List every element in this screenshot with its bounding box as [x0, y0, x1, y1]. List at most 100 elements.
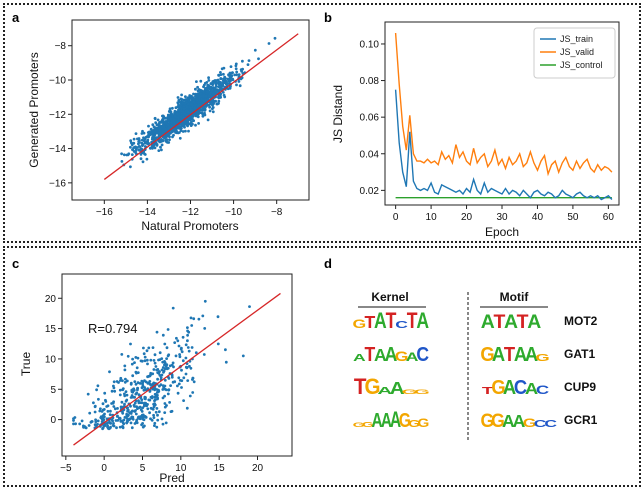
panel-a-point: [150, 129, 154, 132]
panel-a-point: [221, 82, 225, 86]
panel-a-point: [182, 105, 186, 108]
panel-c-point: [126, 406, 129, 410]
panel-a-point: [148, 130, 151, 134]
panel-c-point: [186, 333, 190, 337]
panel-a-point: [187, 129, 190, 133]
panel-a-point: [199, 111, 202, 114]
panel-c-point: [110, 402, 113, 405]
panel-c-point: [103, 422, 107, 426]
panel-c-point: [177, 376, 181, 380]
motif-logo-letter: A: [513, 411, 526, 431]
panel-a-point: [214, 91, 218, 95]
kernel-logo-letter: C: [395, 320, 408, 331]
kernel-logo-letter: A: [372, 409, 383, 431]
panel-c-point: [121, 425, 124, 428]
panel-c-point: [160, 417, 164, 421]
panel-a-point: [162, 126, 166, 129]
panel-c-point: [188, 364, 191, 368]
panel-c-point: [88, 411, 92, 415]
panel-c-point: [74, 422, 77, 426]
panel-b-series-js-valid: [394, 32, 613, 177]
panel-a-point: [207, 79, 211, 82]
panel-a-point: [160, 143, 164, 147]
panel-c-point: [174, 354, 178, 358]
panel-c-point: [156, 413, 159, 417]
panel-c-point: [138, 405, 142, 409]
kernel-logo-letter: G: [399, 409, 411, 431]
panel-a-point: [222, 72, 225, 76]
panel-a-point: [171, 119, 175, 123]
panel-a-point: [194, 87, 197, 91]
panel-c-point: [152, 381, 156, 385]
panel-c-point: [154, 365, 158, 368]
panel-c-point: [224, 360, 228, 364]
kernel-logo-letter: G: [408, 418, 420, 430]
panel-c-point: [105, 405, 109, 408]
panel-a-point: [120, 160, 124, 163]
panel-a-point: [168, 138, 171, 142]
panel-c-point: [123, 402, 126, 406]
panel-a-point: [185, 118, 189, 122]
panel-a-ytick-label: −16: [49, 178, 66, 189]
panel-a-point: [159, 145, 162, 149]
panel-c-scatter-chart: c −5 0 5 10 15 20 0 5 10 15 20 R=0.794 Pred True: [12, 256, 293, 485]
panel-a-point: [237, 80, 241, 83]
panel-c-point: [124, 377, 127, 381]
panel-a-point: [155, 123, 159, 127]
panel-a-ytick-label: −14: [49, 144, 66, 155]
panel-a-point: [148, 133, 152, 137]
panel-c-point: [149, 371, 153, 375]
panel-c-xtick-label: 0: [101, 463, 107, 474]
panel-c-point: [169, 410, 173, 413]
panel-a-point: [194, 123, 197, 127]
panel-a-point: [166, 123, 170, 127]
panel-c-point: [152, 359, 156, 362]
panel-c-point: [182, 399, 186, 402]
panel-c-point: [140, 398, 144, 402]
panel-c-point: [181, 359, 185, 363]
panel-c-point: [125, 379, 129, 383]
panel-a-point: [196, 114, 200, 118]
panel-a-point: [234, 64, 238, 68]
motif-logo-letter: A: [492, 344, 505, 366]
panel-a-point: [176, 105, 180, 109]
panel-a-point: [129, 139, 133, 143]
panel-c-point: [142, 352, 146, 356]
panel-a-point: [181, 102, 185, 105]
panel-c-point: [145, 349, 149, 353]
panel-a-point: [196, 85, 200, 89]
panel-c-point: [177, 344, 181, 348]
kernel-logo-letter: A: [374, 309, 387, 333]
panel-a-point: [131, 148, 135, 152]
panel-c-point: [123, 368, 127, 372]
panel-a-point: [220, 67, 224, 71]
panel-c-point: [157, 358, 160, 362]
panel-c-point: [156, 377, 160, 381]
panel-c-point: [117, 416, 121, 420]
panel-c-point: [72, 422, 75, 426]
panel-c-point: [151, 407, 154, 411]
panel-a-point: [153, 146, 157, 150]
panel-a-point: [147, 124, 150, 128]
panel-a-point: [195, 95, 199, 98]
panel-c-point: [149, 383, 153, 387]
panel-a-point: [180, 98, 184, 101]
panel-b-xtick-label: 0: [393, 212, 399, 223]
panel-c-point: [121, 379, 124, 383]
panel-a-point: [240, 69, 244, 73]
motif-logo-letter: A: [481, 312, 495, 333]
panel-a-point: [182, 124, 186, 128]
panel-a-point: [246, 63, 250, 66]
panel-c-point: [158, 384, 161, 388]
panel-c-point: [130, 362, 134, 366]
panel-c-point: [155, 330, 159, 334]
panel-c-point: [127, 418, 131, 422]
panel-a-point: [181, 130, 185, 133]
panel-c-point: [184, 356, 188, 360]
gene-label: CUP9: [564, 380, 596, 394]
panel-a-point: [153, 129, 157, 133]
panel-a-point: [178, 109, 181, 113]
